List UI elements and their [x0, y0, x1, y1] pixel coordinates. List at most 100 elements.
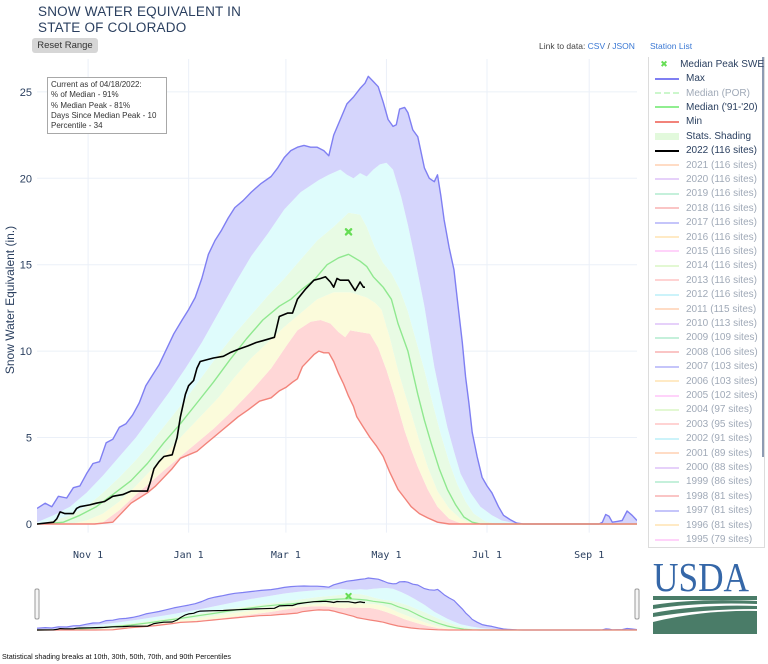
legend-swatch [655, 491, 679, 501]
chart-title-line-2: STATE OF COLORADO [38, 20, 187, 35]
line-swatch-icon [655, 120, 679, 123]
legend-item-2020-116-sites[interactable]: 2020 (116 sites) [649, 172, 764, 186]
dashed-line-icon [655, 92, 679, 95]
legend-item-2021-116-sites[interactable]: 2021 (116 sites) [649, 158, 764, 172]
y-axis-ticks: 0 5 10 15 20 25 [20, 87, 32, 531]
legend-swatch [655, 347, 679, 357]
legend-swatch [655, 463, 679, 473]
x-tick-label: Sep 1 [574, 550, 604, 561]
legend-item-2018-116-sites[interactable]: 2018 (116 sites) [649, 201, 764, 215]
legend-swatch [655, 160, 679, 170]
csv-link[interactable]: CSV [587, 41, 606, 51]
legend-item-2007-103-sites[interactable]: 2007 (103 sites) [649, 360, 764, 374]
legend-item-2022-116-sites[interactable]: 2022 (116 sites) [649, 143, 764, 157]
mini-series-line-wy2022 [37, 600, 365, 631]
range-handle-left[interactable] [34, 588, 40, 620]
legend-item-2016-116-sites[interactable]: 2016 (116 sites) [649, 230, 764, 244]
legend-item-2003-95-sites[interactable]: 2003 (95 sites) [649, 417, 764, 431]
line-swatch-icon [655, 192, 679, 195]
mini-lines [37, 577, 637, 631]
usda-field-icon [653, 596, 757, 634]
legend-item-1997-81-sites[interactable]: 1997 (81 sites) [649, 504, 764, 518]
legend-swatch [655, 174, 679, 184]
series-line-max[interactable] [37, 75, 637, 525]
legend-item-1995-79-sites[interactable]: 1995 (79 sites) [649, 532, 764, 546]
legend-swatch [655, 304, 679, 314]
median-peak-marker[interactable] [344, 228, 353, 236]
legend-item-2011-115-sites[interactable]: 2011 (115 sites) [649, 302, 764, 316]
legend-item-2009-109-sites[interactable]: 2009 (109 sites) [649, 331, 764, 345]
json-link[interactable]: JSON [612, 41, 635, 51]
range-handle-right[interactable] [634, 588, 640, 620]
line-swatch-icon [655, 149, 679, 152]
line-swatch-icon [655, 380, 679, 383]
legend-label: 2021 (116 sites) [686, 159, 757, 171]
legend-item-1999-86-sites[interactable]: 1999 (86 sites) [649, 475, 764, 489]
legend-item-2019-116-sites[interactable]: 2019 (116 sites) [649, 187, 764, 201]
usda-logo: USDA [653, 558, 757, 634]
legend-item-2013-116-sites[interactable]: 2013 (116 sites) [649, 273, 764, 287]
legend-label: 2007 (103 sites) [686, 361, 758, 373]
legend-label: Median ('91-'20) [686, 101, 758, 113]
legend-item-2014-116-sites[interactable]: 2014 (116 sites) [649, 259, 764, 273]
x-tick-label: Nov 1 [73, 550, 103, 561]
legend-label: 2003 (95 sites) [686, 418, 753, 430]
line-swatch-icon [655, 452, 679, 455]
x-tick-label: May 1 [371, 550, 401, 561]
legend-item-median-peak-swe[interactable]: ✖ Median Peak SWE [649, 57, 764, 71]
percent-of-median: % of Median - 91% [51, 90, 119, 100]
series-line-min[interactable] [37, 350, 637, 525]
line-swatch-icon [655, 279, 679, 282]
legend-item-2008-106-sites[interactable]: 2008 (106 sites) [649, 345, 764, 359]
legend-item-max[interactable]: Max [649, 71, 764, 85]
legend-item-median-por[interactable]: Median (POR) [649, 86, 764, 100]
data-links: Link to data: CSV / JSON [539, 41, 635, 51]
legend-item-2012-116-sites[interactable]: 2012 (116 sites) [649, 288, 764, 302]
legend-label: 2006 (103 sites) [686, 375, 758, 387]
legend-swatch [655, 419, 679, 429]
legend-label: 2013 (116 sites) [686, 274, 757, 286]
legend-item-2015-116-sites[interactable]: 2015 (116 sites) [649, 244, 764, 258]
line-swatch-icon [655, 538, 679, 541]
legend-item-min[interactable]: Min [649, 115, 764, 129]
reset-range-button[interactable]: Reset Range [32, 38, 98, 53]
line-swatch-icon [655, 495, 679, 498]
legend-label: 2005 (102 sites) [686, 390, 758, 402]
band-p90-to-max [37, 76, 637, 525]
legend-label: 2009 (109 sites) [686, 332, 758, 344]
legend-swatch [655, 477, 679, 487]
line-swatch-icon [655, 336, 679, 339]
series-line-wy2022[interactable] [37, 276, 365, 525]
legend[interactable]: ✖ Median Peak SWE Max Median (POR) Median ('… [648, 57, 765, 548]
legend-item-2006-103-sites[interactable]: 2006 (103 sites) [649, 374, 764, 388]
legend-item-2001-89-sites[interactable]: 2001 (89 sites) [649, 446, 764, 460]
mini-shading [37, 578, 637, 630]
station-list-link[interactable]: Station List [650, 41, 693, 51]
legend-item-1998-81-sites[interactable]: 1998 (81 sites) [649, 489, 764, 503]
mini-series-line-median [37, 598, 637, 631]
legend-item-median-91-20[interactable]: Median ('91-'20) [649, 100, 764, 114]
line-swatch-icon [655, 207, 679, 210]
legend-item-2017-116-sites[interactable]: 2017 (116 sites) [649, 215, 764, 229]
legend-label: 2004 (97 sites) [686, 404, 753, 416]
legend-label: 2012 (116 sites) [686, 289, 757, 301]
line-swatch-icon [655, 437, 679, 440]
legend-label: 2008 (106 sites) [686, 346, 758, 358]
legend-item-2004-97-sites[interactable]: 2004 (97 sites) [649, 403, 764, 417]
legend-item-1996-81-sites[interactable]: 1996 (81 sites) [649, 518, 764, 532]
legend-item-2005-102-sites[interactable]: 2005 (102 sites) [649, 388, 764, 402]
chart-title: SNOW WATER EQUIVALENT IN STATE OF COLORA… [38, 4, 241, 36]
legend-item-2010-113-sites[interactable]: 2010 (113 sites) [649, 316, 764, 330]
line-swatch-icon [655, 236, 679, 239]
legend-scrollbar[interactable] [762, 57, 764, 457]
line-swatch-icon [655, 106, 679, 109]
series-lines [37, 75, 637, 525]
series-line-median[interactable] [37, 253, 637, 525]
mini-median-peak-marker[interactable] [345, 592, 352, 600]
legend-item-2002-91-sites[interactable]: 2002 (91 sites) [649, 432, 764, 446]
range-slider[interactable] [34, 577, 640, 631]
band-p70-to-p90 [37, 162, 637, 524]
line-swatch-icon [655, 423, 679, 426]
legend-item-2000-88-sites[interactable]: 2000 (88 sites) [649, 460, 764, 474]
legend-item-stats-shading[interactable]: Stats. Shading [649, 129, 764, 143]
